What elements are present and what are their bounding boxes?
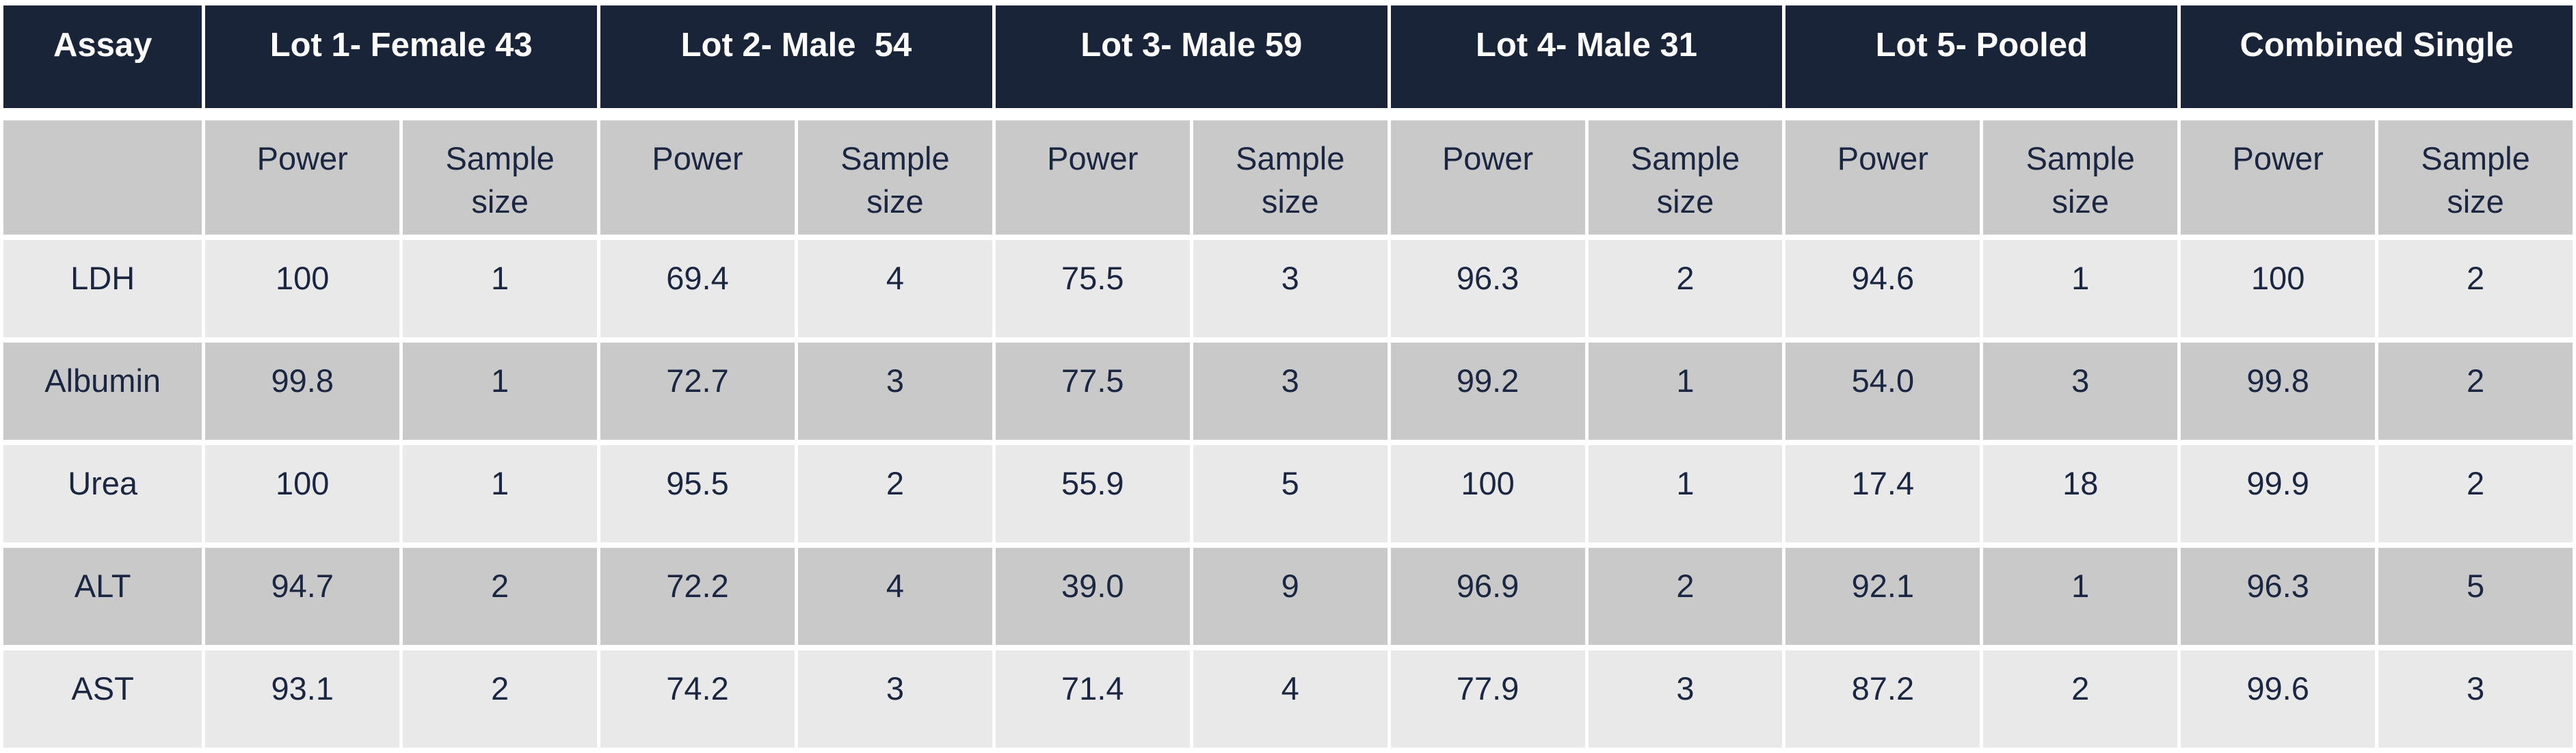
cell-value: 72.7 xyxy=(597,337,798,445)
cell-value: 3 xyxy=(1980,337,2181,445)
cell-value: 100 xyxy=(202,440,403,548)
cell-value: 2 xyxy=(399,542,601,650)
cell-value: 2 xyxy=(399,645,601,753)
row-label-urea: Urea xyxy=(0,440,206,548)
cell-value: 95.5 xyxy=(597,440,798,548)
cell-value: 71.4 xyxy=(992,645,1193,753)
cell-value: 2 xyxy=(794,440,996,548)
cell-value: 5 xyxy=(1189,440,1391,548)
assay-column-header: Assay xyxy=(0,0,206,120)
cell-value: 2 xyxy=(1980,645,2181,753)
subheader-power-lot4: Power xyxy=(1387,111,1589,240)
cell-value: 1 xyxy=(1584,337,1786,445)
cell-value: 93.1 xyxy=(202,645,403,753)
cell-value: 5 xyxy=(2375,542,2576,650)
cell-value: 96.9 xyxy=(1387,542,1589,650)
cell-value: 69.4 xyxy=(597,235,798,343)
cell-value: 1 xyxy=(399,337,601,445)
cell-value: 99.2 xyxy=(1387,337,1589,445)
cell-value: 2 xyxy=(2375,440,2576,548)
cell-value: 100 xyxy=(1387,440,1589,548)
cell-value: 17.4 xyxy=(1782,440,1984,548)
subheader-sample-size-lot1: Sample size xyxy=(399,111,601,240)
cell-value: 3 xyxy=(2375,645,2576,753)
group-header-lot1: Lot 1- Female 43 xyxy=(202,0,601,120)
cell-value: 77.9 xyxy=(1387,645,1589,753)
cell-value: 96.3 xyxy=(1387,235,1589,343)
cell-value: 72.2 xyxy=(597,542,798,650)
table-row-ast: AST 93.1 2 74.2 3 71.4 4 77.9 3 87.2 2 9… xyxy=(0,645,2576,753)
subheader-sample-size-lot2: Sample size xyxy=(794,111,996,240)
group-header-lot3: Lot 3- Male 59 xyxy=(992,0,1391,120)
cell-value: 100 xyxy=(2177,235,2379,343)
subheader-power-lot2: Power xyxy=(597,111,798,240)
cell-value: 99.9 xyxy=(2177,440,2379,548)
group-header-row: Assay Lot 1- Female 43 Lot 2- Male 54 Lo… xyxy=(0,0,2576,120)
cell-value: 92.1 xyxy=(1782,542,1984,650)
cell-value: 3 xyxy=(1584,645,1786,753)
cell-value: 99.8 xyxy=(2177,337,2379,445)
cell-value: 39.0 xyxy=(992,542,1193,650)
cell-value: 4 xyxy=(794,542,996,650)
cell-value: 99.6 xyxy=(2177,645,2379,753)
cell-value: 75.5 xyxy=(992,235,1193,343)
cell-value: 2 xyxy=(2375,337,2576,445)
subheader-power-lot3: Power xyxy=(992,111,1193,240)
table-row-albumin: Albumin 99.8 1 72.7 3 77.5 3 99.2 1 54.0… xyxy=(0,337,2576,445)
group-header-lot4: Lot 4- Male 31 xyxy=(1387,0,1786,120)
row-label-ast: AST xyxy=(0,645,206,753)
cell-value: 3 xyxy=(1189,235,1391,343)
cell-value: 99.8 xyxy=(202,337,403,445)
cell-value: 100 xyxy=(202,235,403,343)
group-header-lot2: Lot 2- Male 54 xyxy=(597,0,996,120)
row-label-albumin: Albumin xyxy=(0,337,206,445)
cell-value: 1 xyxy=(399,235,601,343)
cell-value: 77.5 xyxy=(992,337,1193,445)
cell-value: 1 xyxy=(1980,542,2181,650)
cell-value: 55.9 xyxy=(992,440,1193,548)
cell-value: 54.0 xyxy=(1782,337,1984,445)
cell-value: 74.2 xyxy=(597,645,798,753)
cell-value: 94.6 xyxy=(1782,235,1984,343)
cell-value: 4 xyxy=(1189,645,1391,753)
subheader-empty-cell xyxy=(0,111,206,240)
cell-value: 2 xyxy=(2375,235,2576,343)
cell-value: 18 xyxy=(1980,440,2181,548)
cell-value: 1 xyxy=(1584,440,1786,548)
cell-value: 3 xyxy=(794,645,996,753)
cell-value: 1 xyxy=(399,440,601,548)
cell-value: 1 xyxy=(1980,235,2181,343)
cell-value: 2 xyxy=(1584,235,1786,343)
cell-value: 87.2 xyxy=(1782,645,1984,753)
subheader-sample-size-combined: Sample size xyxy=(2375,111,2576,240)
table-row-alt: ALT 94.7 2 72.2 4 39.0 9 96.9 2 92.1 1 9… xyxy=(0,542,2576,650)
subheader-power-lot1: Power xyxy=(202,111,403,240)
subheader-sample-size-lot4: Sample size xyxy=(1584,111,1786,240)
subheader-power-combined: Power xyxy=(2177,111,2379,240)
table-row-urea: Urea 100 1 95.5 2 55.9 5 100 1 17.4 18 9… xyxy=(0,440,2576,548)
row-label-ldh: LDH xyxy=(0,235,206,343)
cell-value: 9 xyxy=(1189,542,1391,650)
subheader-sample-size-lot3: Sample size xyxy=(1189,111,1391,240)
subheader-row: Power Sample size Power Sample size Powe… xyxy=(0,111,2576,240)
subheader-sample-size-lot5: Sample size xyxy=(1980,111,2181,240)
row-label-alt: ALT xyxy=(0,542,206,650)
cell-value: 3 xyxy=(1189,337,1391,445)
subheader-power-lot5: Power xyxy=(1782,111,1984,240)
group-header-lot5: Lot 5- Pooled xyxy=(1782,0,2181,120)
cell-value: 3 xyxy=(794,337,996,445)
cell-value: 4 xyxy=(794,235,996,343)
cell-value: 2 xyxy=(1584,542,1786,650)
table-row-ldh: LDH 100 1 69.4 4 75.5 3 96.3 2 94.6 1 10… xyxy=(0,235,2576,343)
cell-value: 96.3 xyxy=(2177,542,2379,650)
cell-value: 94.7 xyxy=(202,542,403,650)
group-header-combined-single: Combined Single xyxy=(2177,0,2576,120)
